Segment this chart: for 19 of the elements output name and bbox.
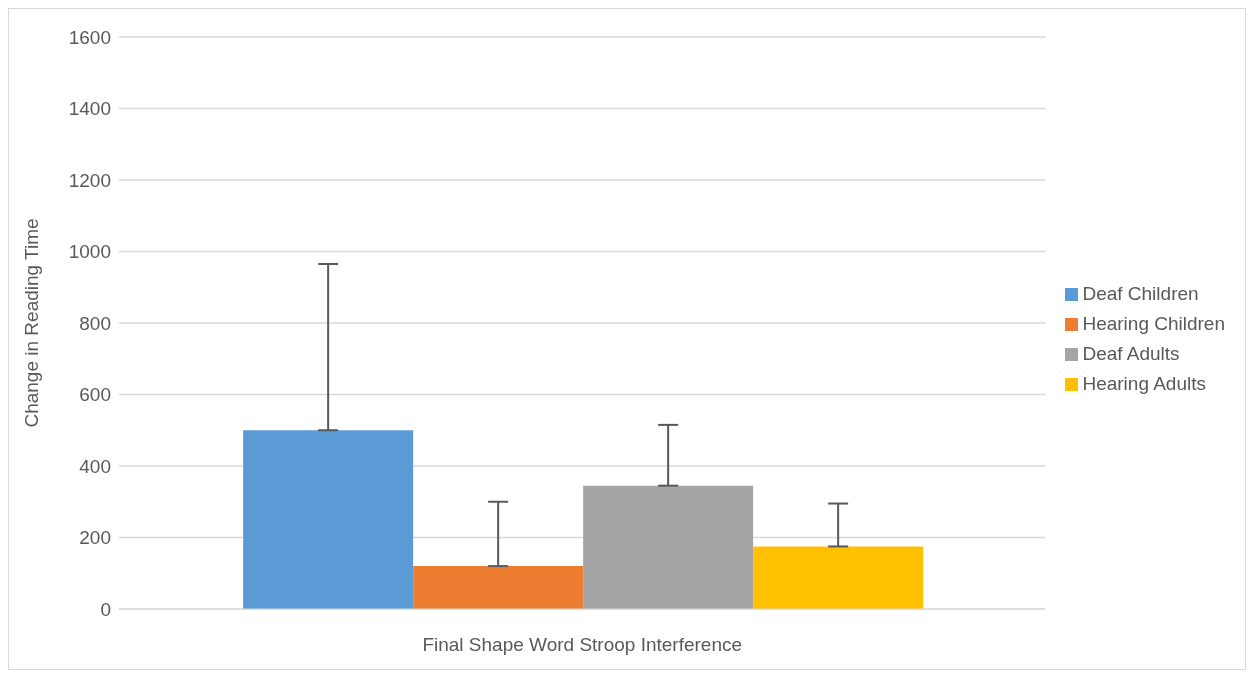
y-tick-label: 800: [79, 312, 111, 334]
y-tick-label: 1400: [68, 98, 111, 120]
y-axis-title: Change in Reading Time: [20, 218, 42, 428]
y-tick-label: 200: [79, 527, 111, 549]
legend-label: Hearing Children: [1082, 313, 1225, 334]
y-tick-label: 400: [79, 455, 111, 477]
y-tick-label: 1200: [68, 169, 111, 191]
legend-label: Deaf Children: [1082, 283, 1199, 304]
y-tick-label: 600: [79, 384, 111, 406]
legend-label: Deaf Adults: [1082, 343, 1180, 364]
bar: [583, 485, 754, 609]
y-tick-label: 1000: [68, 241, 111, 263]
y-tick-label: 1600: [68, 26, 111, 48]
legend-label: Hearing Adults: [1082, 373, 1206, 394]
bar: [413, 566, 584, 609]
bar: [753, 546, 924, 609]
x-axis-title: Final Shape Word Stroop Interference: [422, 634, 743, 655]
bar: [243, 430, 414, 609]
y-tick-label: 0: [100, 598, 111, 620]
